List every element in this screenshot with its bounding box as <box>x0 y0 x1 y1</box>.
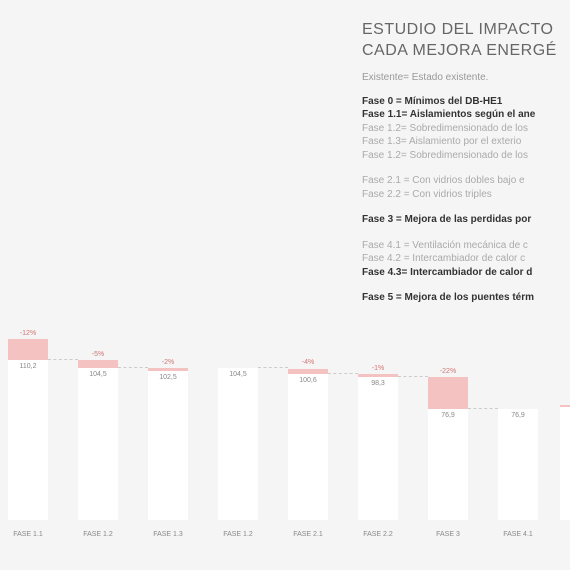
legend-g3: Fase 3 = Mejora de las perdidas por <box>362 213 570 227</box>
x-axis-label: FASE 1.3 <box>138 531 198 538</box>
x-axis-label: FASE 3 <box>418 531 478 538</box>
legend-line: Fase 1.2= Sobredimensionado de los <box>362 122 570 136</box>
x-axis-label: FASE 2.1 <box>278 531 338 538</box>
dash-line <box>48 359 78 360</box>
dash-line <box>258 367 288 368</box>
x-axis-label: FASE 1.2 <box>68 531 128 538</box>
bar-value: 76,9 <box>428 412 468 419</box>
legend-line: Fase 4.3= Intercambiador de calor d <box>362 266 570 280</box>
bar-value: 100,6 <box>288 377 328 384</box>
bar <box>8 360 48 520</box>
subtitle: Existente= Estado existente. <box>362 72 570 83</box>
pct-label: -5% <box>78 351 118 358</box>
x-axis-label: FASE 2.2 <box>348 531 408 538</box>
bar <box>358 377 398 520</box>
legend-g5: Fase 5 = Mejora de los puentes térm <box>362 291 570 305</box>
bar <box>498 409 538 521</box>
bar <box>428 409 468 521</box>
legend-line: Fase 4.1 = Ventilación mecánica de c <box>362 239 570 253</box>
pct-label: -22% <box>428 368 468 375</box>
bar-value: 110,2 <box>8 363 48 370</box>
reduction-block <box>8 339 48 360</box>
pct-label: -4% <box>288 359 328 366</box>
legend-line: Fase 4.2 = Intercambiador de calor c <box>362 252 570 266</box>
bar <box>78 368 118 520</box>
reduction-block <box>288 369 328 375</box>
pct-label: -12% <box>8 330 48 337</box>
legend-line: Fase 5 = Mejora de los puentes térm <box>362 291 570 305</box>
legend-g2: Fase 2.1 = Con vidrios dobles bajo eFase… <box>362 174 570 201</box>
title-line1: ESTUDIO DEL IMPACTO <box>362 20 570 41</box>
bar-value: 102,5 <box>148 374 188 381</box>
legend-g1: Fase 0 = Mínimos del DB-HE1Fase 1.1= Ais… <box>362 95 570 163</box>
dash-line <box>468 408 498 409</box>
dash-line <box>328 373 358 374</box>
pct-label: -0.5 <box>560 397 570 404</box>
legend-line: Fase 1.1= Aislamientos según el ane <box>362 108 570 122</box>
bar <box>218 368 258 520</box>
text-block: ESTUDIO DEL IMPACTO CADA MEJORA ENERGÉ E… <box>362 20 570 305</box>
reduction-block <box>358 374 398 377</box>
x-axis-label: FASE 4.1 <box>488 531 548 538</box>
legend-line: Fase 2.2 = Con vidrios triples <box>362 188 570 202</box>
legend-line: Fase 1.2= Sobredimensionado de los <box>362 149 570 163</box>
bar-value: 76,9 <box>498 412 538 419</box>
pct-label: -1% <box>358 365 398 372</box>
legend-line: Fase 0 = Mínimos del DB-HE1 <box>362 95 570 109</box>
dash-line <box>398 376 428 377</box>
reduction-block <box>78 360 118 368</box>
bar-value: 78 <box>560 410 570 417</box>
bar-value: 104,5 <box>78 371 118 378</box>
legend-g4: Fase 4.1 = Ventilación mecánica de cFase… <box>362 239 570 280</box>
bar-chart: 110,2 -12% FASE 1.1 104,5 -5% FASE 1.2 102,5 -2… <box>0 308 570 538</box>
bar-value: 104,5 <box>218 371 258 378</box>
x-axis-label: FASE 1.1 <box>0 531 58 538</box>
bar <box>560 407 570 520</box>
x-axis-label: FASE <box>550 531 570 538</box>
dash-line <box>118 367 148 368</box>
legend-line: Fase 3 = Mejora de las perdidas por <box>362 213 570 227</box>
bar <box>288 374 328 520</box>
reduction-block <box>148 368 188 371</box>
legend-line: Fase 2.1 = Con vidrios dobles bajo e <box>362 174 570 188</box>
x-axis-label: FASE 1.2 <box>208 531 268 538</box>
bar-value: 98,3 <box>358 380 398 387</box>
title-line2: CADA MEJORA ENERGÉ <box>362 41 570 62</box>
bar <box>148 371 188 520</box>
reduction-block <box>428 377 468 408</box>
pct-label: -2% <box>148 359 188 366</box>
legend-line: Fase 1.3= Aislamiento por el exterio <box>362 135 570 149</box>
reduction-block <box>560 405 570 407</box>
